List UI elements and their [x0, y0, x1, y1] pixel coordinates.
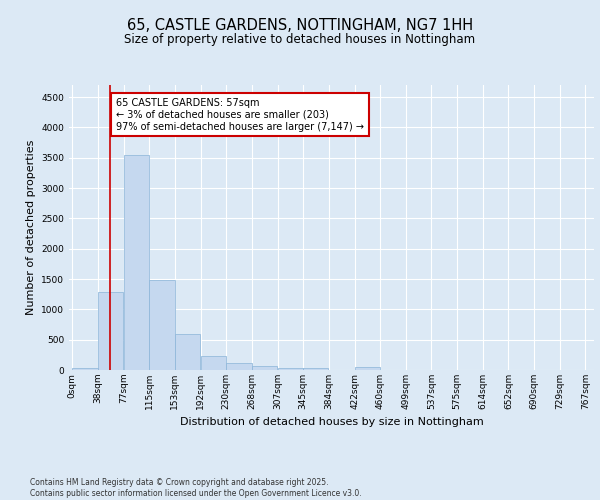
- X-axis label: Distribution of detached houses by size in Nottingham: Distribution of detached houses by size …: [179, 418, 484, 428]
- Bar: [201, 356, 226, 370]
- Bar: [355, 368, 380, 370]
- Text: Contains HM Land Registry data © Crown copyright and database right 2025.
Contai: Contains HM Land Registry data © Crown c…: [30, 478, 362, 498]
- Bar: [226, 362, 251, 370]
- Bar: [278, 368, 303, 370]
- Text: 65 CASTLE GARDENS: 57sqm
← 3% of detached houses are smaller (203)
97% of semi-d: 65 CASTLE GARDENS: 57sqm ← 3% of detache…: [116, 98, 364, 132]
- Text: Size of property relative to detached houses in Nottingham: Size of property relative to detached ho…: [124, 32, 476, 46]
- Bar: [251, 366, 277, 370]
- Bar: [303, 368, 328, 370]
- Bar: [149, 280, 175, 370]
- Bar: [124, 156, 149, 370]
- Bar: [175, 334, 200, 370]
- Bar: [98, 292, 123, 370]
- Bar: [73, 368, 98, 370]
- Text: 65, CASTLE GARDENS, NOTTINGHAM, NG7 1HH: 65, CASTLE GARDENS, NOTTINGHAM, NG7 1HH: [127, 18, 473, 32]
- Y-axis label: Number of detached properties: Number of detached properties: [26, 140, 35, 315]
